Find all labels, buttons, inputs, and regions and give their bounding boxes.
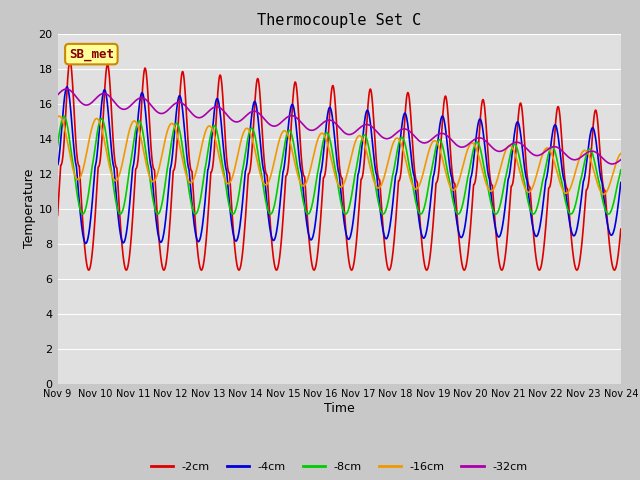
Legend: -2cm, -4cm, -8cm, -16cm, -32cm: -2cm, -4cm, -8cm, -16cm, -32cm [147, 457, 532, 477]
X-axis label: Time: Time [324, 402, 355, 415]
Y-axis label: Temperature: Temperature [23, 169, 36, 249]
Title: Thermocouple Set C: Thermocouple Set C [257, 13, 421, 28]
Text: SB_met: SB_met [69, 48, 114, 60]
